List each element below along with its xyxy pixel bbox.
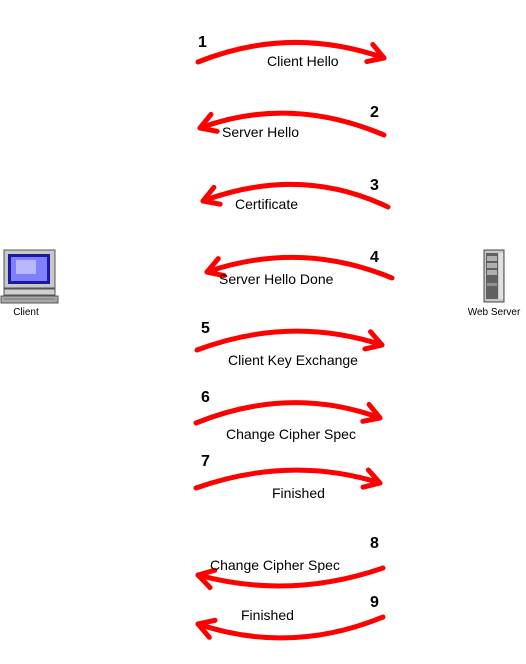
step-4-number: 4 (370, 249, 379, 266)
step-2-label: Server Hello (222, 124, 299, 140)
step-6-arrow (193, 400, 383, 426)
step-3-number: 3 (370, 177, 379, 194)
client-computer-icon (0, 249, 59, 304)
step-2: 2 Server Hello (222, 104, 379, 140)
step-7-arrowhead (360, 467, 383, 490)
step-7: 7 Finished (201, 453, 325, 501)
step-4-arrow (204, 254, 395, 281)
web-server-icon (483, 249, 505, 303)
step-2-arrow (197, 110, 387, 138)
step-7-label: Finished (272, 485, 325, 501)
step-9-arrow (195, 614, 386, 641)
step-5-label: Client Key Exchange (228, 352, 358, 368)
step-5-arrowhead (362, 329, 385, 352)
step-8: 8 Change Cipher Spec (210, 535, 379, 573)
step-9-number: 9 (370, 594, 379, 611)
step-4-label: Server Hello Done (219, 271, 334, 287)
step-7-number: 7 (201, 453, 210, 470)
step-3-arrow (200, 181, 391, 210)
step-8-arrowhead (195, 567, 218, 591)
step-6: 6 Change Cipher Spec (201, 389, 356, 442)
step-8-label: Change Cipher Spec (210, 557, 340, 573)
step-5: 5 Client Key Exchange (201, 320, 358, 368)
client-label: Client (13, 307, 39, 318)
step-3: 3 Certificate (235, 177, 379, 212)
step-1: 1 Client Hello (198, 34, 339, 69)
step-4-arrowhead (204, 256, 227, 279)
step-1-number: 1 (198, 34, 207, 51)
step-2-arrowhead (197, 111, 220, 134)
step-8-arrow (195, 565, 386, 589)
step-3-label: Certificate (235, 196, 298, 212)
step-4: 4 Server Hello Done (219, 249, 379, 287)
step-7-arrow (193, 467, 383, 491)
message-arrows (193, 40, 395, 641)
step-1-label: Client Hello (267, 53, 339, 69)
step-9: 9 Finished (241, 594, 379, 623)
step-9-arrowhead (195, 617, 218, 640)
step-1-arrow (195, 40, 387, 65)
step-2-number: 2 (370, 104, 379, 121)
step-5-arrow (194, 328, 385, 353)
step-3-arrowhead (200, 184, 223, 207)
step-5-number: 5 (201, 320, 210, 337)
step-6-arrowhead (360, 401, 383, 424)
step-1-arrowhead (364, 42, 387, 65)
step-6-label: Change Cipher Spec (226, 426, 356, 442)
step-6-number: 6 (201, 389, 210, 406)
step-9-label: Finished (241, 607, 294, 623)
step-8-number: 8 (370, 535, 379, 552)
web-server-label: Web Server (468, 307, 521, 318)
